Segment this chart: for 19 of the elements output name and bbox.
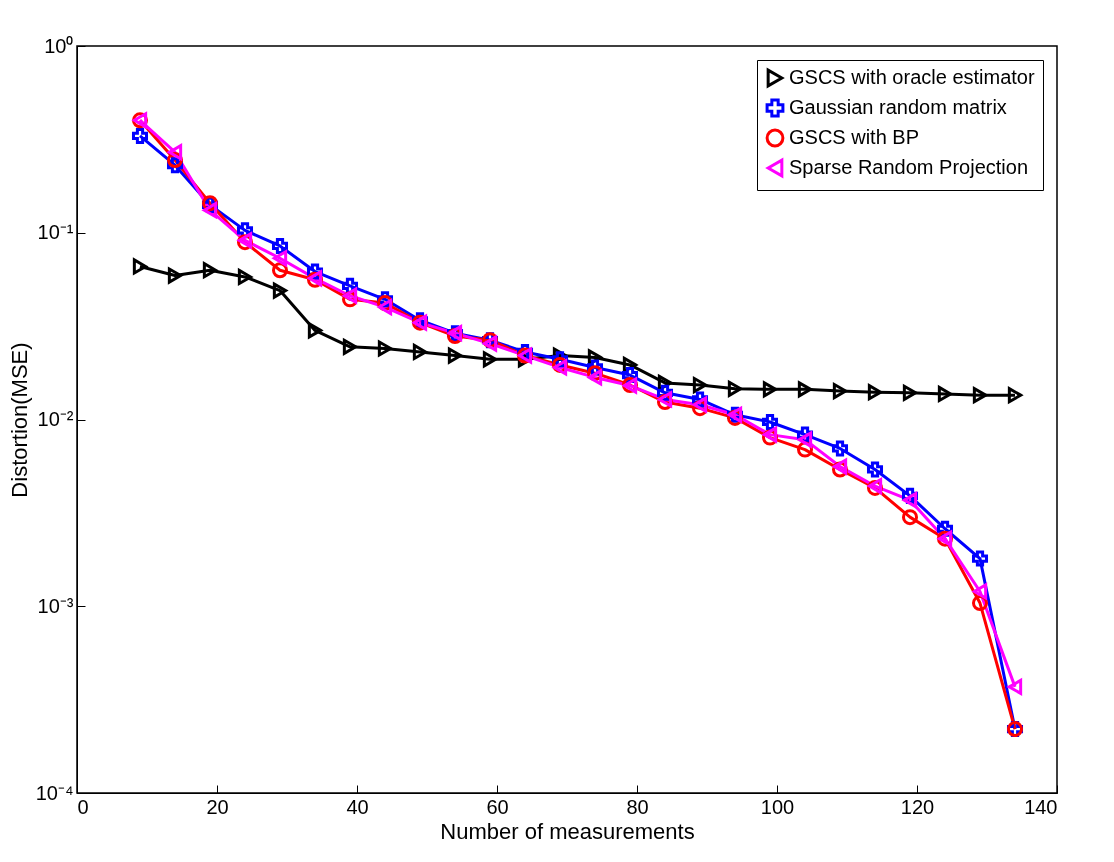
y-tick-label: 10⁻³ xyxy=(37,594,74,617)
x-tick-label: 0 xyxy=(77,795,89,818)
y-tick-label: 10⁻⁴ xyxy=(35,781,74,804)
y-tick-label: 10⁰ xyxy=(44,34,74,57)
y-axis-title: Distortion(MSE) xyxy=(6,342,32,498)
x-axis-title: Number of measurements xyxy=(440,818,695,844)
legend-label: GSCS with BP xyxy=(789,126,920,148)
legend-label: GSCS with oracle estimator xyxy=(789,66,1035,88)
x-tick-label: 140 xyxy=(1024,795,1058,818)
x-tick-label: 100 xyxy=(760,795,795,818)
x-tick-label: 120 xyxy=(900,795,935,818)
legend-label: Gaussian random matrix xyxy=(789,96,1007,118)
x-tick-label: 40 xyxy=(346,795,369,818)
legend-label: Sparse Random Projection xyxy=(789,156,1029,178)
x-tick-label: 60 xyxy=(486,795,509,818)
x-tick-label: 80 xyxy=(626,795,649,818)
y-tick-label: 10⁻¹ xyxy=(37,221,74,244)
x-tick-label: 20 xyxy=(206,795,229,818)
y-tick-label: 10⁻² xyxy=(37,408,74,430)
